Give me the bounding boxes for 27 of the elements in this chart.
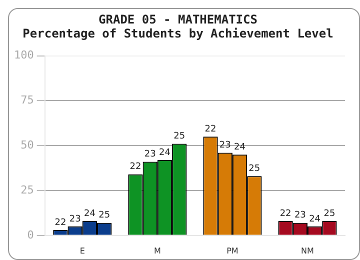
- y-tick-label: 75: [20, 94, 34, 107]
- x-tick-label: PM: [226, 246, 238, 256]
- x-tick-label: M: [154, 246, 161, 256]
- y-tick-label: 0: [27, 228, 34, 242]
- text: 24: [234, 142, 246, 152]
- series-label: 23: [144, 150, 156, 160]
- text: 23: [294, 210, 306, 221]
- text: 25: [248, 164, 260, 174]
- text: 22: [280, 208, 292, 219]
- y-tick-label: 100: [14, 48, 34, 62]
- text: 25: [324, 208, 336, 219]
- y-tick-label: 25: [20, 183, 34, 196]
- text: 24: [159, 148, 170, 158]
- text: 23: [219, 140, 231, 151]
- series-label: 24: [84, 208, 96, 219]
- chart-subtitle: Percentage of Students by Achievement Level: [22, 26, 334, 41]
- chart-title: GRADE 05 - MATHEMATICS: [98, 12, 258, 26]
- text: 22: [130, 162, 142, 172]
- text: 24: [309, 214, 321, 224]
- text: 22: [204, 124, 216, 134]
- text: 25: [98, 210, 110, 221]
- series-label: 22: [54, 218, 66, 228]
- text: 23: [69, 214, 81, 224]
- x-tick-label: E: [80, 246, 85, 256]
- x-tick-label: NM: [301, 246, 314, 256]
- series-label: 25: [174, 132, 186, 142]
- y-tick-label: 50: [20, 138, 34, 152]
